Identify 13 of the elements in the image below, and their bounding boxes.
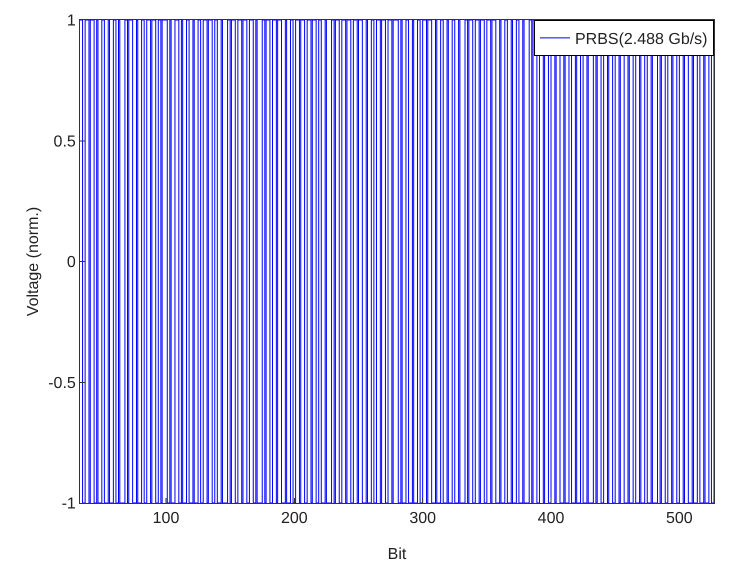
y-tick-label: -0.5 [48, 374, 76, 392]
y-tick-label: -1 [62, 496, 76, 513]
x-tick-label: 500 [666, 510, 693, 528]
x-tick-label: 300 [409, 510, 436, 528]
x-axis-title: Bit [388, 546, 407, 563]
x-tick-label: 200 [280, 510, 308, 528]
y-tick-label: 0 [66, 254, 76, 272]
x-tick-label: 100 [152, 510, 180, 528]
x-tick-label: 400 [538, 510, 564, 528]
y-tick-label: 1 [66, 12, 76, 30]
legend-label: PRBS(2.488 Gb/s) [575, 31, 708, 48]
y-tick-label: 0.5 [54, 133, 76, 150]
y-axis-title: Voltage (norm.) [25, 206, 42, 316]
